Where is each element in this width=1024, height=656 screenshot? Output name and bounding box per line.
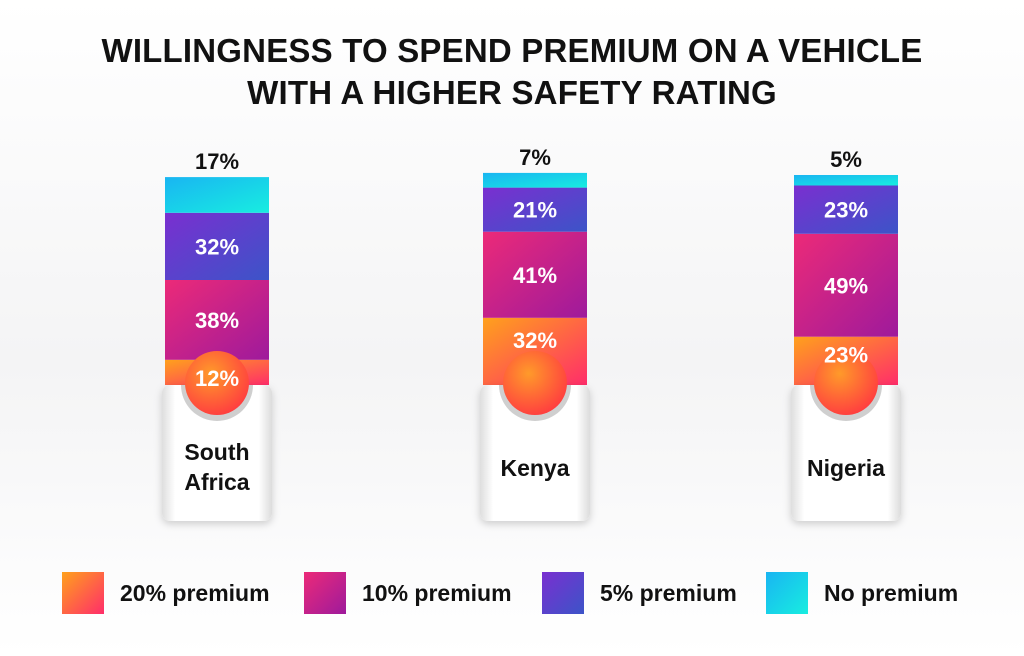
value-label-kenya-20-premium: 32% xyxy=(513,328,557,353)
value-label-nigeria-10-premium: 49% xyxy=(824,273,868,298)
legend-item-no-premium: No premium xyxy=(766,570,958,616)
bar-group-south-africa: 12% 38% 32% 17% South Africa xyxy=(162,149,272,521)
bar-segment-nigeria-no-premium xyxy=(794,175,898,186)
category-label-nigeria-line-1: Nigeria xyxy=(807,455,885,481)
bar-group-kenya: 32% 41% 21% 7% Kenya xyxy=(480,145,590,521)
bar-knob-kenya xyxy=(503,351,567,415)
bar-segment-kenya-no-premium xyxy=(483,172,587,188)
legend-item-10-premium: 10% premium xyxy=(304,570,512,616)
legend-label-10-premium: 10% premium xyxy=(362,579,512,606)
bar-holder-nigeria xyxy=(791,385,901,521)
value-label-nigeria-5-premium: 23% xyxy=(824,198,868,223)
category-label-kenya-line-1: Kenya xyxy=(500,455,569,481)
bar-holder-kenya xyxy=(480,385,590,521)
value-label-kenya-5-premium: 21% xyxy=(513,198,557,223)
bar-segment-kenya-10-premium xyxy=(483,231,587,318)
legend: 20% premium 10% premium 5% premium No pr… xyxy=(0,570,1024,616)
legend-label-5-premium: 5% premium xyxy=(600,579,737,606)
value-label-kenya-10-premium: 41% xyxy=(513,263,557,288)
bar-segment-nigeria-10-premium xyxy=(794,233,898,337)
value-label-south-africa-20-premium: 12% xyxy=(195,366,239,391)
chart-title-line-1: WILLINGNESS TO SPEND PREMIUM ON A VEHICL… xyxy=(101,32,923,69)
legend-label-no-premium: No premium xyxy=(824,579,959,606)
value-label-south-africa-5-premium: 32% xyxy=(195,234,239,259)
chart-title: WILLINGNESS TO SPEND PREMIUM ON A VEHICL… xyxy=(0,30,1024,114)
value-label-south-africa-no-premium: 17% xyxy=(195,149,239,174)
legend-label-20-premium: 20% premium xyxy=(120,579,270,606)
stacked-bar-chart: 12% 38% 32% 17% South Africa 32% 41% 21% 7% Kenya 2… xyxy=(162,145,901,521)
value-label-nigeria-no-premium: 5% xyxy=(830,147,862,172)
bar-segment-south-africa-5-premium xyxy=(165,212,269,280)
bar-segment-nigeria-5-premium xyxy=(794,185,898,234)
category-label-south-africa-line-2: Africa xyxy=(184,469,249,495)
value-label-kenya-no-premium: 7% xyxy=(519,145,551,170)
bar-holder-south-africa xyxy=(162,385,272,521)
category-label-south-africa-line-1: South xyxy=(184,439,249,465)
bar-knob-south-africa xyxy=(185,351,249,415)
legend-swatch-10-premium xyxy=(304,572,346,614)
value-label-nigeria-20-premium: 23% xyxy=(824,343,868,368)
legend-swatch-5-premium xyxy=(542,572,584,614)
bar-knob-nigeria xyxy=(814,351,878,415)
legend-item-5-premium: 5% premium xyxy=(542,570,737,616)
bar-segment-kenya-5-premium xyxy=(483,187,587,232)
value-label-south-africa-10-premium: 38% xyxy=(195,308,239,333)
bar-group-nigeria: 23% 49% 23% 5% Nigeria xyxy=(791,147,901,521)
chart-title-line-2: WITH A HIGHER SAFETY RATING xyxy=(247,74,777,111)
legend-swatch-no-premium xyxy=(766,572,808,614)
bar-segment-south-africa-10-premium xyxy=(165,280,269,360)
bar-segment-south-africa-no-premium xyxy=(165,177,269,213)
legend-swatch-20-premium xyxy=(62,572,104,614)
legend-item-20-premium: 20% premium xyxy=(62,570,270,616)
